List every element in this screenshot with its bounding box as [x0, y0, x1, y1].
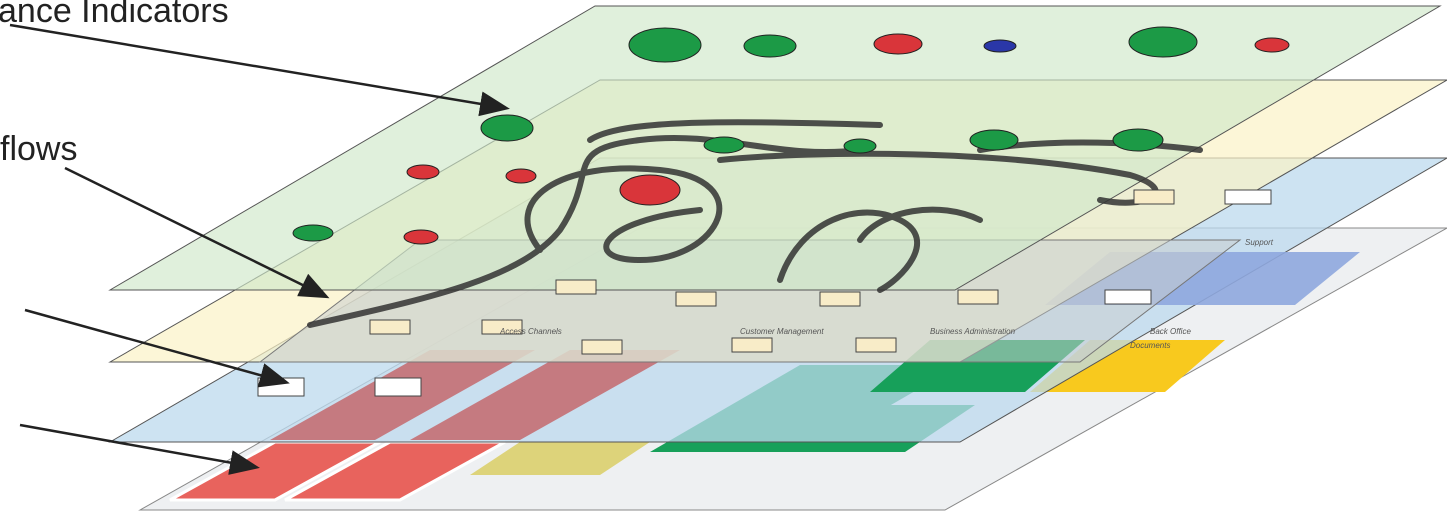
arrows: [9, 23, 510, 475]
flows-label: flows: [0, 130, 77, 168]
layer-label: Support: [1245, 238, 1274, 247]
block: [410, 350, 680, 440]
indicators: [292, 26, 1290, 245]
app-boxes: [257, 189, 1272, 397]
layer-label: Back Office: [1150, 327, 1191, 336]
block: [470, 442, 650, 475]
app-boxes-beige: [369, 189, 1175, 355]
layer-label: Documents: [1130, 341, 1170, 350]
layer-label: Access Channels: [499, 327, 562, 336]
heading-fragment: ance Indicators: [0, 0, 229, 30]
layer-label: Business Administration: [930, 327, 1016, 336]
layer-label: Customer Management: [740, 327, 824, 336]
